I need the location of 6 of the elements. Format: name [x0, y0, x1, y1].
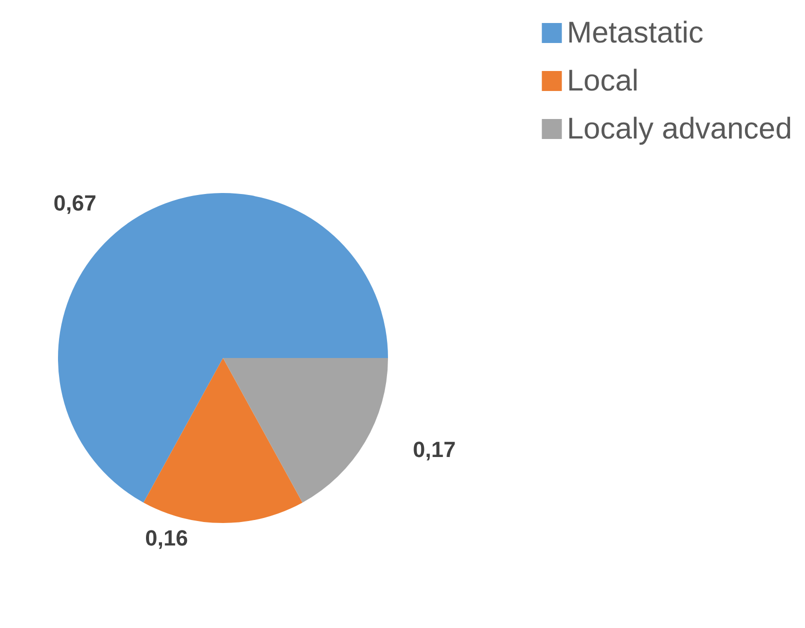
data-label: 0,16	[145, 526, 188, 550]
data-label: 0,67	[54, 190, 96, 216]
legend-label: Localy advanced	[566, 112, 792, 146]
data-label: 0,17	[412, 437, 456, 462]
legend-label: Local	[566, 64, 639, 98]
legend-label: Metastatic	[566, 16, 704, 50]
